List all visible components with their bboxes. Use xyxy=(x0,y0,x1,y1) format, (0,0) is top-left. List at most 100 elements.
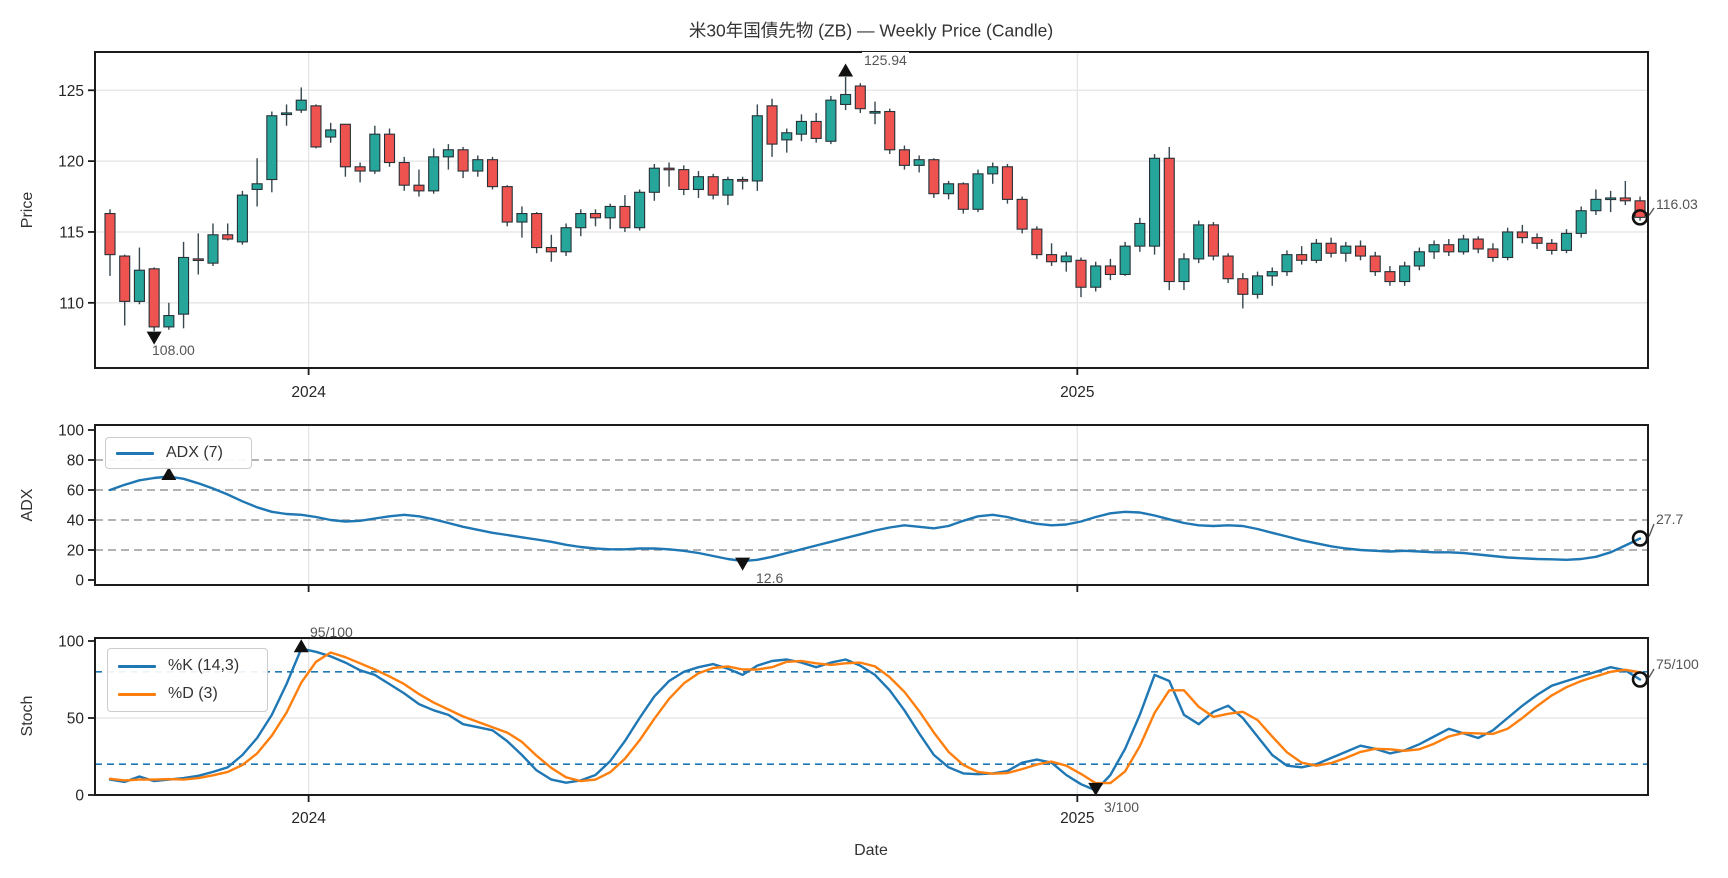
candle-down xyxy=(1046,254,1058,263)
candle-up xyxy=(1340,245,1352,254)
adx-panel-border xyxy=(94,424,1649,586)
candle-down xyxy=(1384,271,1396,283)
candle-down xyxy=(1031,228,1043,256)
candle-down xyxy=(104,212,116,256)
candle-up xyxy=(472,159,484,172)
candle-down xyxy=(398,161,410,186)
adx-ytick-label: 20 xyxy=(67,543,85,560)
candle-up xyxy=(781,132,793,141)
price-last-leader xyxy=(1648,207,1655,216)
candle-down xyxy=(928,159,940,195)
candle-up xyxy=(1502,231,1514,259)
candle-down xyxy=(884,110,896,151)
stoch-last-annotation: 75/100 xyxy=(1656,656,1699,672)
candle-up xyxy=(1428,244,1440,253)
candle-down xyxy=(354,166,366,172)
stoch-xtick-label: 2025 xyxy=(1060,810,1094,827)
price-ytick-label: 110 xyxy=(59,295,84,312)
candle-up xyxy=(825,99,837,142)
candle-down xyxy=(854,85,866,110)
price-low-annotation: 108.00 xyxy=(152,342,195,358)
price-ytick-label: 115 xyxy=(59,224,84,241)
stoch-k-line xyxy=(108,647,1642,792)
price-panel: 110 115 120 125 2024 2025 xyxy=(58,51,1655,401)
adx-legend: ADX (7) xyxy=(105,437,252,469)
stoch-ytick-label: 50 xyxy=(67,711,85,728)
adx-min-marker xyxy=(735,557,751,571)
stoch-xtick-label: 2024 xyxy=(291,810,326,827)
candle-up xyxy=(692,176,705,191)
price-last-annotation: 116.03 xyxy=(1656,196,1698,212)
candle-up xyxy=(604,205,616,219)
candle-up xyxy=(987,166,999,175)
candle-up xyxy=(751,115,763,182)
candle-up xyxy=(1060,255,1072,263)
candles-group xyxy=(104,76,1646,332)
candle-down xyxy=(545,247,557,253)
stoch-d-legend-label: %D (3) xyxy=(168,685,218,702)
candle-down xyxy=(413,184,425,192)
candle-down xyxy=(766,105,778,145)
candle-up xyxy=(428,156,440,192)
candle-up xyxy=(1310,242,1322,261)
candle-down xyxy=(1354,245,1367,257)
candle-up xyxy=(1399,265,1411,283)
candle-up xyxy=(1193,224,1205,260)
stoch-k-legend-label: %K (14,3) xyxy=(168,657,240,674)
candle-down xyxy=(531,212,543,249)
candle-down xyxy=(707,176,719,196)
price-xtick-label: 2024 xyxy=(291,384,326,401)
candle-down xyxy=(898,149,910,166)
candle-up xyxy=(1560,232,1573,251)
candle-up xyxy=(1090,265,1102,288)
candle-down xyxy=(457,149,469,172)
candle-down xyxy=(1531,237,1543,244)
candle-up xyxy=(1575,210,1587,234)
candle-up xyxy=(795,120,808,135)
adx-last-leader xyxy=(1648,523,1655,537)
stoch-max-marker xyxy=(293,639,309,653)
candle-up xyxy=(369,133,381,172)
candle-up xyxy=(266,115,278,181)
candle-up xyxy=(163,315,175,328)
candle-up xyxy=(648,167,660,193)
candle-down xyxy=(192,258,204,262)
candle-down xyxy=(1104,265,1116,276)
candle-up xyxy=(913,159,925,166)
candle-down xyxy=(1001,166,1013,200)
candle-up xyxy=(178,256,190,315)
price-xtick-label: 2025 xyxy=(1060,384,1094,401)
candle-down xyxy=(339,123,351,168)
candle-up xyxy=(251,183,263,191)
stoch-max-annotation: 95/100 xyxy=(310,624,353,640)
candle-down xyxy=(310,105,322,148)
adx-axis-label: ADX xyxy=(19,488,36,522)
stoch-last-leader xyxy=(1648,668,1655,678)
candle-down xyxy=(663,167,675,171)
adx-line xyxy=(108,475,1642,563)
adx-legend-label: ADX (7) xyxy=(166,444,223,461)
candle-up xyxy=(1178,258,1190,283)
candle-up xyxy=(634,191,646,229)
candle-up xyxy=(1605,197,1617,201)
candle-up xyxy=(133,269,145,302)
candle-down xyxy=(1075,259,1087,288)
adx-peak-marker xyxy=(161,467,177,480)
candle-down xyxy=(222,234,234,240)
candle-up xyxy=(1590,198,1602,212)
stoch-panel-border xyxy=(94,637,1649,796)
candle-down xyxy=(957,183,969,210)
adx-ytick-label: 60 xyxy=(67,483,85,500)
candle-down xyxy=(1325,242,1337,254)
candle-down xyxy=(1516,231,1528,239)
candle-down xyxy=(810,120,822,139)
stoch-d-legend-line-sample xyxy=(118,692,156,696)
stoch-d-line xyxy=(108,651,1642,785)
candle-up xyxy=(943,183,955,195)
stoch-min-annotation: 3/100 xyxy=(1104,799,1140,815)
price-ytick-label: 120 xyxy=(58,154,84,171)
candle-up xyxy=(207,234,219,264)
candle-down xyxy=(486,159,499,188)
candle-down xyxy=(1207,224,1219,257)
